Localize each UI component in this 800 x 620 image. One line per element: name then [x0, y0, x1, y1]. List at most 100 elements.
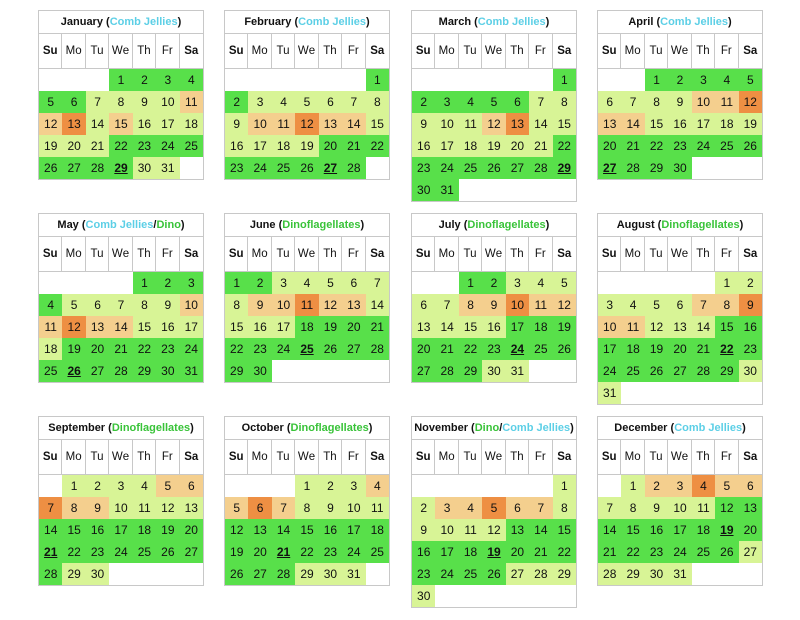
day-number: 12: [720, 501, 734, 515]
day-cell: 12: [482, 519, 506, 541]
day-cell: 5: [318, 272, 343, 294]
day-number: 10: [440, 117, 454, 131]
month-name: March: [438, 16, 472, 28]
day-number: 29: [557, 567, 571, 581]
empty-day-cell: [412, 272, 435, 294]
empty-day-cell: [553, 585, 576, 607]
day-number: 15: [626, 523, 640, 537]
weekday-label: Th: [133, 237, 157, 271]
day-number: 22: [230, 342, 244, 356]
day-number: 15: [720, 320, 734, 334]
day-cell: 6: [412, 294, 436, 316]
day-number: 7: [280, 501, 287, 515]
day-number: 7: [117, 298, 125, 312]
month-name: November: [414, 422, 468, 434]
day-cell: 22: [295, 541, 319, 563]
day-cell: 8: [132, 294, 157, 316]
day-number: 13: [510, 523, 525, 537]
day-number: 29: [67, 567, 81, 581]
day-cell: 5: [552, 272, 576, 294]
day-number: 28: [370, 342, 384, 356]
day-cell: 1: [225, 272, 249, 294]
empty-day-cell: [553, 360, 576, 382]
day-cell: 24: [109, 541, 133, 563]
day-number: 5: [327, 276, 334, 290]
day-cell: 7: [365, 272, 389, 294]
day-number: 2: [141, 73, 148, 87]
day-number: 5: [233, 501, 241, 515]
day-number: 8: [723, 298, 731, 312]
day-cell: 28: [365, 338, 389, 360]
day-cell: 3: [271, 272, 296, 294]
day-cell: 20: [505, 541, 530, 563]
day-cell: 26: [738, 135, 762, 157]
day-cell: 8: [295, 497, 319, 519]
day-cell: 20: [505, 135, 530, 157]
day-cell: 29: [552, 157, 576, 179]
day-cell: 13: [505, 113, 530, 135]
day-number: 23: [673, 139, 687, 153]
day-cell: 25: [715, 135, 739, 157]
empty-day-cell: [529, 475, 552, 497]
day-cell: 10: [435, 113, 459, 135]
weekday-label: Tu: [459, 34, 483, 68]
day-number: 27: [510, 161, 525, 175]
day-number: 18: [184, 117, 198, 131]
empty-day-cell: [645, 272, 668, 294]
day-cell: 5: [482, 91, 506, 113]
day-number: 23: [417, 567, 431, 581]
day-number: 23: [323, 545, 338, 559]
day-cell: 23: [85, 541, 110, 563]
day-cell: 9: [132, 91, 157, 113]
day-number: 5: [490, 95, 498, 109]
comb-jellies-label: Comb Jellies: [477, 16, 546, 28]
empty-day-cell: [435, 585, 458, 607]
day-number: 27: [90, 364, 105, 378]
day-number: 10: [673, 501, 687, 515]
day-cell: 9: [85, 497, 110, 519]
comb-jellies-label: Comb Jellies: [502, 422, 571, 434]
day-cell: 18: [295, 316, 319, 338]
day-cell: 12: [156, 497, 180, 519]
day-number: 19: [487, 139, 501, 153]
day-number: 6: [420, 298, 428, 312]
day-number: 11: [185, 95, 198, 109]
day-number: 28: [440, 364, 454, 378]
weekday-label: Th: [319, 34, 343, 68]
day-cell: 5: [644, 294, 669, 316]
day-cell: 14: [109, 316, 133, 338]
day-number: 30: [323, 567, 338, 581]
day-number: 22: [557, 545, 571, 559]
day-number: 4: [629, 298, 637, 312]
day-number: 17: [440, 139, 454, 153]
day-number: 27: [673, 364, 687, 378]
day-number: 20: [90, 342, 105, 356]
day-cell: 1: [552, 475, 576, 497]
empty-day-cell: [412, 475, 435, 497]
day-number: 7: [606, 501, 614, 515]
empty-day-cell: [645, 382, 668, 404]
day-number: 9: [141, 95, 148, 109]
day-number: 15: [67, 523, 81, 537]
day-cell: 28: [435, 360, 459, 382]
day-cell: 18: [271, 135, 296, 157]
day-cell: 4: [691, 475, 716, 497]
day-number: 15: [649, 117, 664, 131]
day-number: 23: [743, 342, 757, 356]
weekday-label: Th: [319, 440, 343, 474]
day-number: 20: [743, 523, 757, 537]
empty-day-cell: [715, 563, 738, 585]
month-name: October: [241, 422, 284, 434]
day-cell: 28: [598, 563, 622, 585]
day-cell: 10: [668, 497, 692, 519]
day-number: 28: [534, 567, 548, 581]
day-number: 18: [534, 320, 548, 334]
day-number: 11: [300, 298, 314, 312]
